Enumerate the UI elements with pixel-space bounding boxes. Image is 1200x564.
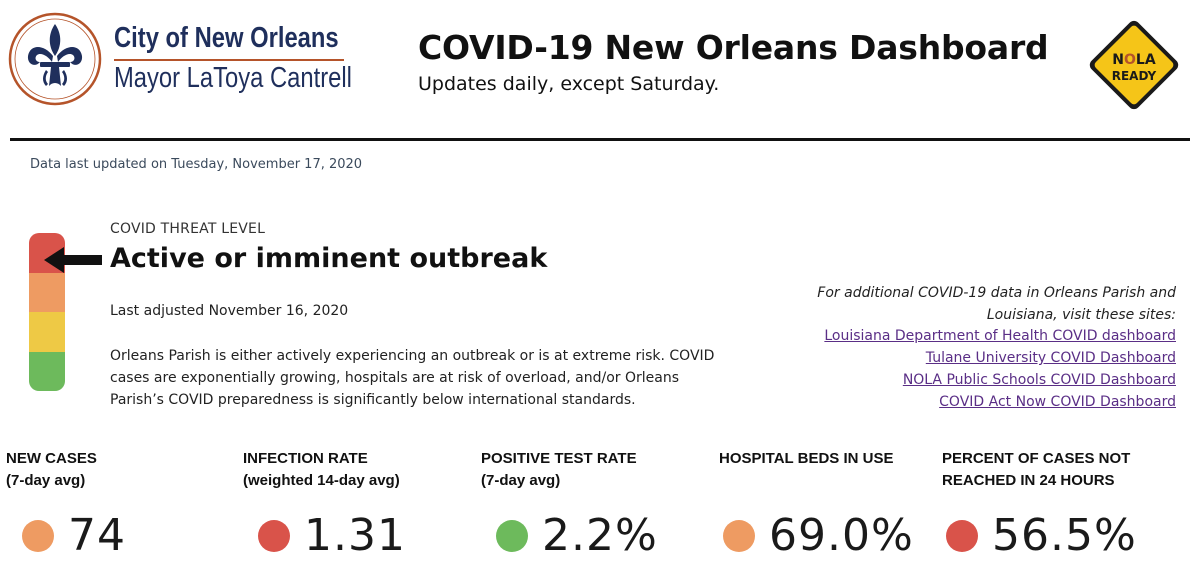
metric-label: POSITIVE TEST RATE — [481, 450, 637, 467]
nola-ready-logo: NOLA READY — [1089, 20, 1179, 110]
threat-level-value: Active or imminent outbreak — [110, 243, 548, 274]
meter-segment-green — [29, 351, 65, 391]
metric-label: INFECTION RATE — [243, 450, 368, 467]
external-links-list: Louisiana Department of Health COVID das… — [824, 325, 1176, 413]
link-covid-act-now-dashboard[interactable]: COVID Act Now COVID Dashboard — [939, 394, 1176, 410]
metric-sublabel: (weighted 14-day avg) — [243, 472, 400, 489]
threat-level-label: COVID THREAT LEVEL — [110, 221, 266, 237]
metric-label: HOSPITAL BEDS IN USE — [719, 450, 894, 467]
metric-label: NEW CASES — [6, 450, 97, 467]
threat-adjusted-date: Last adjusted November 16, 2020 — [110, 303, 349, 319]
metric-sublabel: REACHED IN 24 HOURS — [942, 472, 1115, 489]
metric-sublabel: (7-day avg) — [481, 472, 561, 489]
links-intro: For additional COVID-19 data in Orleans … — [817, 285, 1176, 323]
svg-text:READY: READY — [1112, 69, 1157, 83]
metric-value: 69.0% — [769, 510, 914, 561]
status-dot — [258, 519, 290, 552]
city-name-divider — [114, 59, 344, 61]
metric-value: 56.5% — [992, 510, 1137, 561]
status-dot — [22, 519, 54, 552]
page-subtitle: Updates daily, except Saturday. — [418, 73, 720, 95]
link-tulane-dashboard[interactable]: Tulane University COVID Dashboard — [925, 350, 1176, 366]
metric-infection-rate: INFECTION RATE (weighted 14-day avg) 1.3… — [243, 448, 405, 561]
metric-value: 74 — [68, 510, 126, 561]
status-dot — [723, 519, 755, 552]
meter-segment-yellow — [29, 312, 65, 352]
metric-value: 1.31 — [304, 510, 406, 561]
left-arrow-icon — [44, 247, 102, 273]
metric-sublabel: (7-day avg) — [6, 472, 86, 489]
status-dot — [946, 519, 978, 552]
link-ldh-dashboard[interactable]: Louisiana Department of Health COVID das… — [824, 328, 1176, 344]
city-name: City of New Orleans — [114, 22, 339, 54]
link-nola-schools-dashboard[interactable]: NOLA Public Schools COVID Dashboard — [902, 372, 1176, 388]
meter-segment-orange — [29, 272, 65, 312]
metric-positive-test-rate: POSITIVE TEST RATE (7-day avg) 2.2% — [481, 448, 657, 561]
threat-description: Orleans Parish is either actively experi… — [110, 348, 715, 408]
metric-hospital-beds: HOSPITAL BEDS IN USE 69.0% — [719, 448, 913, 561]
metric-new-cases: NEW CASES (7-day avg) 74 — [6, 448, 125, 561]
city-seal-logo — [8, 12, 102, 106]
metric-label: PERCENT OF CASES NOT — [942, 450, 1131, 467]
svg-text:NOLA: NOLA — [1112, 52, 1156, 68]
metric-cases-not-reached: PERCENT OF CASES NOT REACHED IN 24 HOURS… — [942, 448, 1136, 561]
header-divider — [10, 138, 1190, 141]
metric-value: 2.2% — [542, 510, 658, 561]
page-title: COVID-19 New Orleans Dashboard — [418, 28, 1049, 67]
mayor-name: Mayor LaToya Cantrell — [114, 62, 352, 94]
status-dot — [496, 519, 528, 552]
last-updated-text: Data last updated on Tuesday, November 1… — [30, 157, 363, 172]
